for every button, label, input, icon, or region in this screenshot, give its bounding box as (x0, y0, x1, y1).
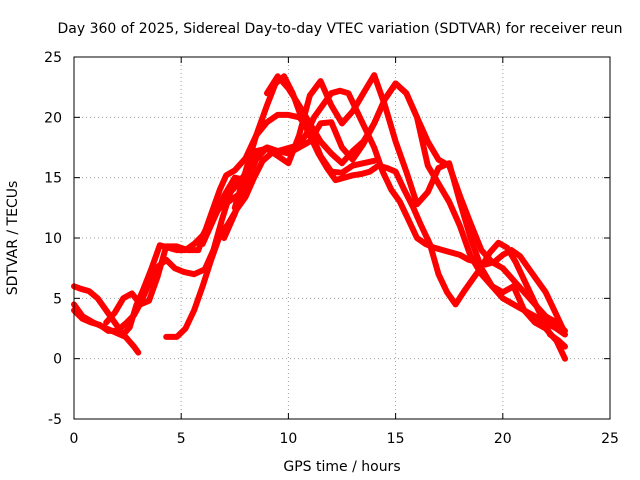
x-tick-label: 25 (601, 431, 619, 447)
chart-title: Day 360 of 2025, Sidereal Day-to-day VTE… (57, 21, 622, 37)
x-tick-label: 15 (387, 431, 405, 447)
y-tick-label: 15 (44, 171, 62, 187)
x-tick-label: 0 (70, 431, 79, 447)
series-layer (71, 72, 568, 362)
x-tick-label: 5 (177, 431, 186, 447)
x-axis-label: GPS time / hours (283, 459, 400, 475)
y-tick-label: 25 (44, 50, 62, 66)
series-line-track-9 (264, 73, 568, 334)
y-tick-label: 0 (53, 352, 62, 368)
grid-layer (74, 57, 610, 419)
y-tick-label: 5 (53, 291, 62, 307)
y-tick-label: -5 (48, 412, 62, 428)
series-line-track-7 (221, 80, 568, 338)
x-tick-label: 20 (494, 431, 512, 447)
x-tick-label: 10 (279, 431, 297, 447)
y-tick-label: 20 (44, 110, 62, 126)
y-axis-label: SDTVAR / TECUs (5, 181, 21, 296)
y-tick-label: 10 (44, 231, 62, 247)
tick-layer: 0 5 10 15 20 25 -5 0 5 10 15 20 25 (44, 50, 619, 447)
series-line-track-3 (71, 143, 298, 334)
